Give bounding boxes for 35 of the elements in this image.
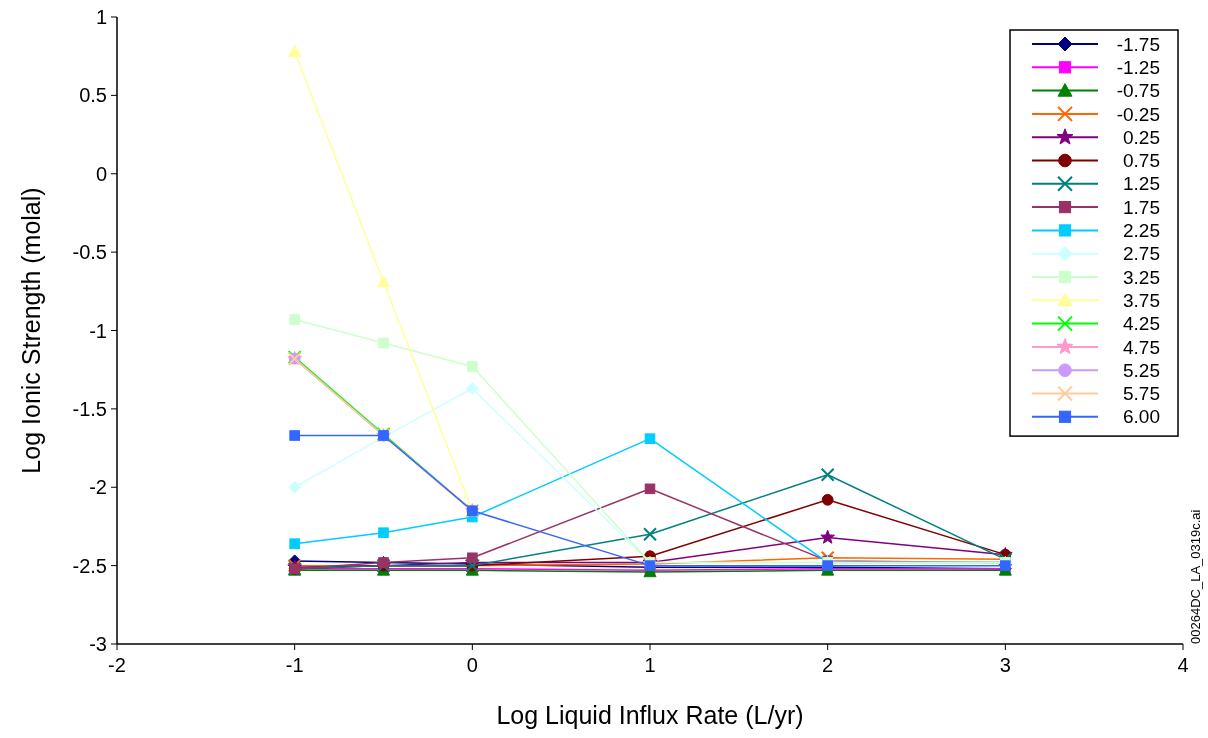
legend-label: 0.25 — [1123, 126, 1160, 148]
y-tick-label: -3 — [89, 633, 107, 655]
x-tick-label: 3 — [999, 654, 1011, 676]
legend-label: 3.25 — [1123, 266, 1160, 288]
y-tick-label: -2.5 — [72, 554, 107, 577]
legend-label: 4.25 — [1123, 313, 1160, 335]
legend-label: 5.25 — [1123, 359, 1160, 381]
legend-label: -0.75 — [1116, 80, 1160, 102]
y-tick-label: -1.5 — [72, 397, 107, 420]
x-tick-label: 0 — [466, 654, 478, 676]
y-tick-label: -1 — [89, 319, 107, 342]
legend-label: 2.25 — [1123, 220, 1160, 242]
legend-label: -1.25 — [1116, 56, 1160, 78]
legend-label: 2.75 — [1123, 243, 1160, 265]
x-tick-label: -1 — [285, 654, 304, 676]
x-tick-label: 2 — [822, 654, 834, 676]
legend-label: 1.25 — [1123, 173, 1160, 195]
legend-label: -1.75 — [1116, 33, 1160, 55]
y-tick-label: -2 — [89, 476, 107, 499]
x-axis-title: Log Liquid Influx Rate (L/yr) — [496, 701, 804, 729]
legend-label: -0.25 — [1116, 103, 1160, 125]
legend-label: 3.75 — [1123, 289, 1160, 311]
legend-label: 5.75 — [1123, 383, 1160, 405]
y-tick-label: 1 — [95, 6, 107, 28]
y-tick-label: 0 — [95, 162, 107, 185]
legend-label: 0.75 — [1123, 150, 1160, 172]
y-tick-label: 0.5 — [79, 84, 107, 107]
y-axis-title: Log Ionic Strength (molal) — [17, 187, 45, 474]
legend-label: 4.75 — [1123, 336, 1160, 358]
x-tick-label: 1 — [644, 654, 656, 676]
x-tick-label: 4 — [1177, 654, 1189, 676]
legend-label: 1.75 — [1123, 196, 1160, 218]
y-tick-label: -0.5 — [72, 241, 107, 264]
text: 00264DC_LA_0319c.ai — [1188, 509, 1203, 644]
legend-label: 6.00 — [1123, 406, 1160, 428]
